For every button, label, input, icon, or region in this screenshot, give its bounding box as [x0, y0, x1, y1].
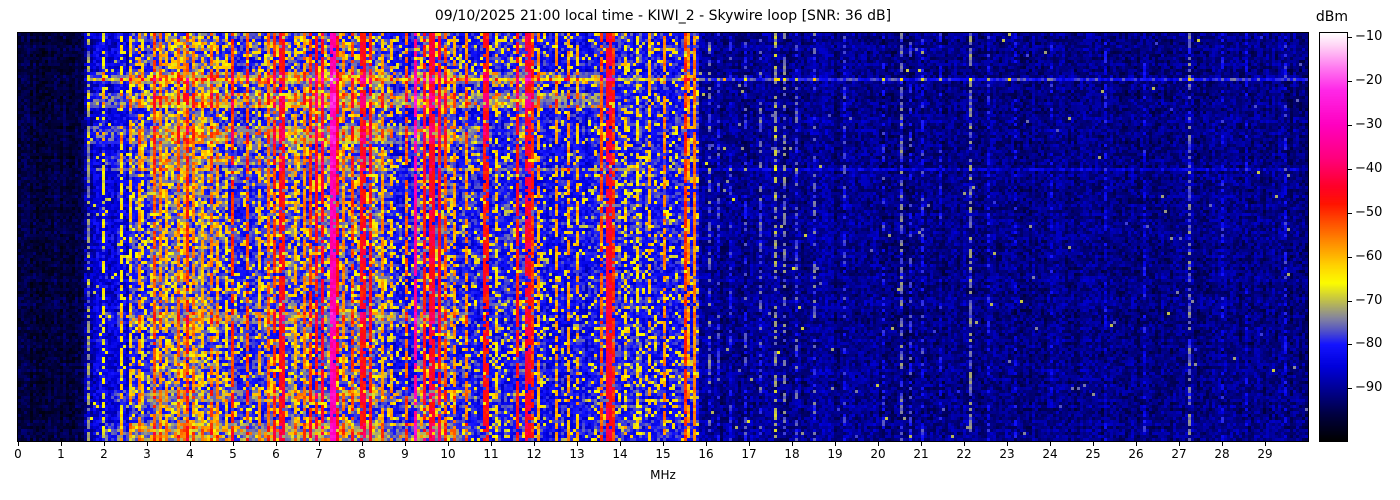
x-tick-mark	[319, 442, 320, 446]
x-tick-label: 12	[526, 447, 542, 461]
x-tick-label: 4	[186, 447, 194, 461]
x-tick-label: 26	[1128, 447, 1144, 461]
x-tick-label: 15	[655, 447, 671, 461]
colorbar-gradient	[1319, 32, 1348, 442]
x-tick-label: 2	[100, 447, 108, 461]
colorbar-label: dBm	[1315, 9, 1349, 25]
x-tick-label: 9	[401, 447, 409, 461]
x-tick-mark	[577, 442, 578, 446]
x-tick-mark	[792, 442, 793, 446]
x-tick-label: 6	[272, 447, 280, 461]
x-tick-mark	[1136, 442, 1137, 446]
colorbar-tick-label: −90	[1355, 380, 1383, 396]
x-tick-label: 14	[612, 447, 628, 461]
x-tick-label: 3	[143, 447, 151, 461]
x-tick-label: 19	[827, 447, 843, 461]
x-tick-label: 10	[440, 447, 456, 461]
x-axis-label: MHz	[650, 468, 676, 482]
x-tick-mark	[749, 442, 750, 446]
colorbar-tick-mark	[1348, 212, 1352, 214]
colorbar-tick-mark	[1348, 344, 1352, 346]
x-tick-mark	[878, 442, 879, 446]
x-tick-mark	[706, 442, 707, 446]
x-tick-label: 17	[741, 447, 757, 461]
x-tick-mark	[104, 442, 105, 446]
x-tick-label: 0	[14, 447, 22, 461]
x-tick-mark	[448, 442, 449, 446]
colorbar-tick-label: −30	[1355, 117, 1383, 133]
x-tick-mark	[921, 442, 922, 446]
x-tick-mark	[1179, 442, 1180, 446]
colorbar-tick-mark	[1348, 256, 1352, 258]
x-tick-mark	[835, 442, 836, 446]
spectrogram-heatmap	[17, 32, 1309, 442]
chart-title: 09/10/2025 21:00 local time - KIWI_2 - S…	[434, 8, 892, 24]
x-tick-mark	[190, 442, 191, 446]
colorbar-tick-label: −40	[1355, 161, 1383, 176]
x-tick-mark	[405, 442, 406, 446]
x-tick-label: 16	[698, 447, 714, 461]
x-tick-mark	[534, 442, 535, 446]
x-tick-label: 7	[315, 447, 323, 461]
x-tick-mark	[1007, 442, 1008, 446]
colorbar-tick-mark	[1348, 37, 1352, 39]
colorbar-tick-mark	[1348, 388, 1352, 390]
x-tick-label: 23	[999, 447, 1015, 461]
x-tick-label: 11	[483, 447, 499, 461]
x-tick-mark	[61, 442, 62, 446]
colorbar-tick-label: −10	[1355, 29, 1383, 45]
x-tick-label: 20	[870, 447, 886, 461]
colorbar-tick-label: −80	[1355, 336, 1383, 352]
x-tick-label: 27	[1171, 447, 1187, 461]
x-tick-mark	[1093, 442, 1094, 446]
x-tick-mark	[362, 442, 363, 446]
x-tick-label: 13	[569, 447, 585, 461]
x-tick-label: 21	[913, 447, 929, 461]
x-tick-mark	[663, 442, 664, 446]
x-tick-label: 8	[358, 447, 366, 461]
colorbar-tick-mark	[1348, 125, 1352, 127]
x-tick-mark	[491, 442, 492, 446]
colorbar-tick-label: −20	[1355, 73, 1383, 89]
colorbar-tick-mark	[1348, 81, 1352, 83]
x-tick-label: 22	[956, 447, 972, 461]
x-tick-label: 5	[229, 447, 237, 461]
colorbar-tick-mark	[1348, 300, 1352, 302]
x-tick-mark	[147, 442, 148, 446]
x-tick-mark	[233, 442, 234, 446]
colorbar-tick-label: −70	[1355, 292, 1383, 308]
x-tick-mark	[18, 442, 19, 446]
x-tick-label: 29	[1257, 447, 1273, 461]
colorbar-tick-label: −50	[1355, 204, 1383, 220]
x-tick-mark	[1265, 442, 1266, 446]
x-tick-label: 1	[57, 447, 65, 461]
x-tick-label: 28	[1214, 447, 1230, 461]
x-tick-mark	[620, 442, 621, 446]
colorbar-tick-label: −60	[1355, 248, 1383, 264]
x-tick-label: 25	[1085, 447, 1101, 461]
x-tick-label: 24	[1042, 447, 1058, 461]
x-tick-mark	[276, 442, 277, 446]
x-tick-label: 18	[784, 447, 800, 461]
x-tick-mark	[964, 442, 965, 446]
colorbar-tick-mark	[1348, 169, 1352, 170]
x-tick-mark	[1222, 442, 1223, 446]
x-tick-mark	[1050, 442, 1051, 446]
